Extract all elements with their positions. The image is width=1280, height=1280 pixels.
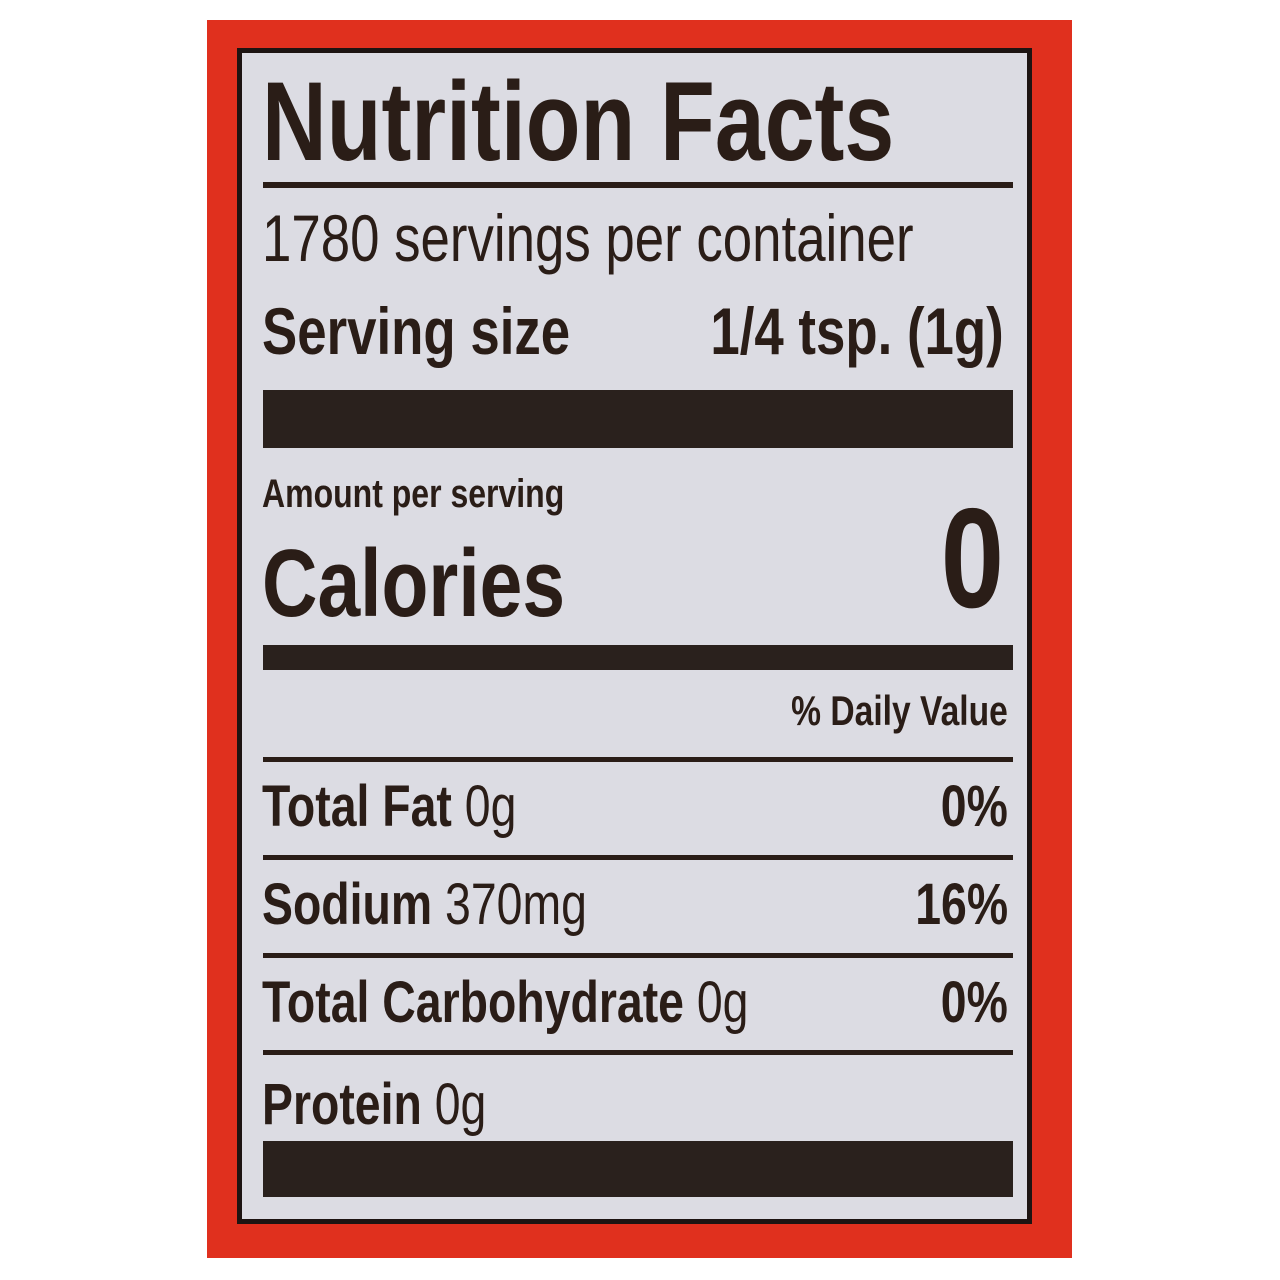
- divider: [263, 757, 1013, 762]
- thick-divider: [263, 390, 1013, 448]
- amount-per-serving: Amount per serving: [262, 472, 565, 516]
- calories-label: Calories: [262, 530, 566, 637]
- divider: [263, 182, 1013, 188]
- bottom-thick-divider: [263, 1141, 1013, 1197]
- serving-size-value: 1/4 tsp. (1g): [710, 294, 1004, 368]
- nutrient-amount: 0g: [434, 1072, 487, 1137]
- medium-divider: [263, 645, 1013, 670]
- nutrient-dv: 0%: [940, 774, 1008, 839]
- label-title: Nutrition Facts: [262, 59, 895, 184]
- divider: [263, 953, 1013, 958]
- nutrient-amount: 0g: [696, 970, 749, 1035]
- nutrient-name: Sodium: [262, 872, 433, 937]
- nutrient-name: Total Carbohydrate: [262, 970, 684, 1035]
- servings-per-container: 1780 servings per container: [262, 201, 914, 275]
- serving-size-label: Serving size: [262, 294, 571, 368]
- divider: [263, 1050, 1013, 1055]
- nutrient-dv: 0%: [940, 970, 1008, 1035]
- divider: [263, 855, 1013, 860]
- nutrient-amount: 0g: [464, 774, 517, 839]
- calories-value: 0: [940, 479, 1004, 638]
- nutrient-amount: 370mg: [445, 872, 587, 937]
- daily-value-header: % Daily Value: [791, 687, 1008, 734]
- nutrition-label: [237, 48, 1032, 1224]
- nutrient-name: Total Fat: [262, 774, 452, 839]
- nutrient-name: Protein: [262, 1072, 422, 1137]
- nutrient-dv: 16%: [915, 872, 1008, 937]
